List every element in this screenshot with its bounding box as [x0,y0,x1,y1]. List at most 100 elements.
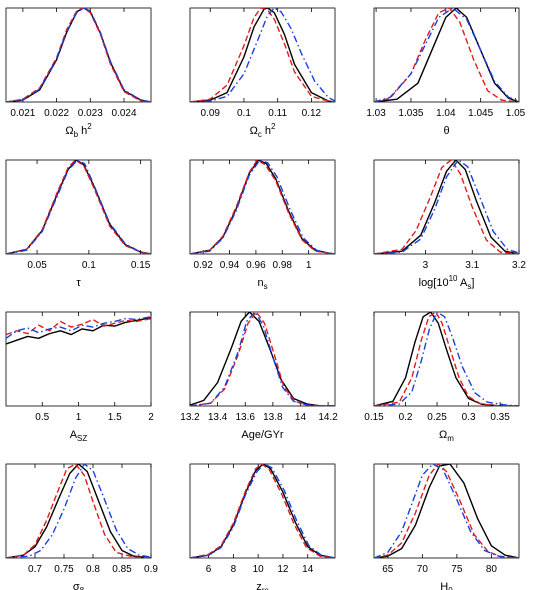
panel-10: 6 8 10 12 14 zre [189,463,336,590]
curve-series_b [6,160,151,254]
curve-series_a [190,8,335,102]
curve-series_b [6,464,151,558]
curve-series_c [190,464,335,558]
plot-frame [189,7,336,103]
x-axis-label: ASZ [70,429,88,443]
curve-series_a [374,160,519,254]
curve-series_c [190,8,335,102]
curve-series_c [190,160,335,254]
x-tick-label: 1.05 [506,108,526,119]
x-tick-label: 1.03 [366,108,386,119]
curve-series_a [6,464,151,558]
x-tick-label: 0.15 [364,412,384,423]
x-axis-label: log[1010 As] [419,274,475,291]
x-tick-label: 10 [253,564,265,575]
x-tick-label: 65 [382,564,394,575]
curve-series_a [190,312,335,406]
x-axis-label: σ8 [73,581,85,590]
curve-series_b [190,160,335,254]
x-tick-label: 70 [417,564,429,575]
x-tick-label: 1 [76,412,82,423]
x-tick-label: 0.85 [112,564,132,575]
x-tick-label: 0.09 [200,108,220,119]
x-tick-label: 0.1 [237,108,251,119]
panel-8: 0.15 0.2 0.25 0.3 0.35 Ωm [364,311,520,443]
x-tick-label: 0.98 [273,260,293,271]
curve-series_b [374,312,519,406]
curve-series_b [190,8,335,102]
plot-frame [373,311,520,407]
x-tick-label: 13.8 [263,412,283,423]
plot-frame [5,159,152,255]
x-tick-label: 0.96 [246,260,266,271]
curve-series_a [190,160,335,254]
x-tick-label: 0.2 [399,412,413,423]
x-tick-label: 1 [306,260,312,271]
x-tick-label: 0.35 [490,412,510,423]
x-tick-label: 0.75 [54,564,74,575]
curve-series_c [6,160,151,254]
panel-2: 1.03 1.035 1.04 1.045 1.05 θ [366,7,526,137]
x-tick-label: 0.92 [193,260,213,271]
plot-frame [5,7,152,103]
curve-series_a [374,464,519,558]
panel-6: 0.5 1 1.5 2 ASZ [5,311,154,443]
panel-3: 0.05 0.1 0.15 τ [5,159,152,289]
x-tick-label: 0.05 [27,260,47,271]
curve-series_c [374,160,519,254]
x-tick-label: 0.3 [462,412,476,423]
x-tick-label: 1.5 [108,412,122,423]
curve-series_a [6,160,151,254]
x-tick-label: 80 [486,564,498,575]
curve-series_c [190,312,335,406]
x-tick-label: 0.25 [427,412,447,423]
curve-series_c [374,464,519,558]
x-tick-label: 14 [295,412,307,423]
plot-frame [189,159,336,255]
x-axis-label: zre [256,581,269,590]
plot-frame [189,463,336,559]
x-tick-label: 0.024 [112,108,137,119]
panel-11: 65 70 75 80 H0 [373,463,520,590]
curve-series_b [6,8,151,102]
x-axis-label: Ωm [439,429,454,443]
x-axis-label: Ωc h2 [250,122,276,139]
plot-frame [5,463,152,559]
x-tick-label: 14 [302,564,314,575]
plot-frame [189,311,336,407]
plot-frame [373,159,520,255]
panel-4: 0.92 0.94 0.96 0.98 1 ns [189,159,336,291]
curve-series_a [6,316,151,345]
plot-frame [5,311,152,407]
x-tick-label: 13.2 [180,412,200,423]
x-tick-label: 75 [451,564,463,575]
curve-series_b [374,464,519,558]
x-tick-label: 1.045 [468,108,493,119]
x-tick-label: 13.4 [208,412,228,423]
x-axis-label: ns [257,277,267,291]
x-tick-label: 0.8 [86,564,100,575]
curve-series_c [6,464,151,558]
panel-5: 3 3.1 3.2 log[1010 As] [373,159,526,291]
x-tick-label: 6 [206,564,212,575]
curve-series_c [6,8,151,102]
x-tick-label: 0.94 [220,260,240,271]
curve-series_a [6,8,151,102]
x-tick-label: 2 [148,412,154,423]
x-tick-label: 0.9 [144,564,158,575]
panel-0: 0.021 0.022 0.023 0.024 Ωb h2 [5,7,152,139]
curve-series_b [190,312,335,406]
x-tick-label: 0.023 [78,108,103,119]
x-axis-label: θ [443,125,449,137]
plot-frame [373,7,520,103]
x-tick-label: 3.2 [512,260,526,271]
x-axis-label: Ωb h2 [65,122,92,139]
curve-series_b [374,8,519,102]
panel-7: 13.2 13.4 13.6 13.8 14 14.2 Age/GYr [180,311,338,441]
curve-series_c [374,8,519,102]
curve-series_b [374,160,519,254]
x-tick-label: 12 [277,564,289,575]
x-tick-label: 14.2 [318,412,338,423]
x-tick-label: 3 [423,260,429,271]
